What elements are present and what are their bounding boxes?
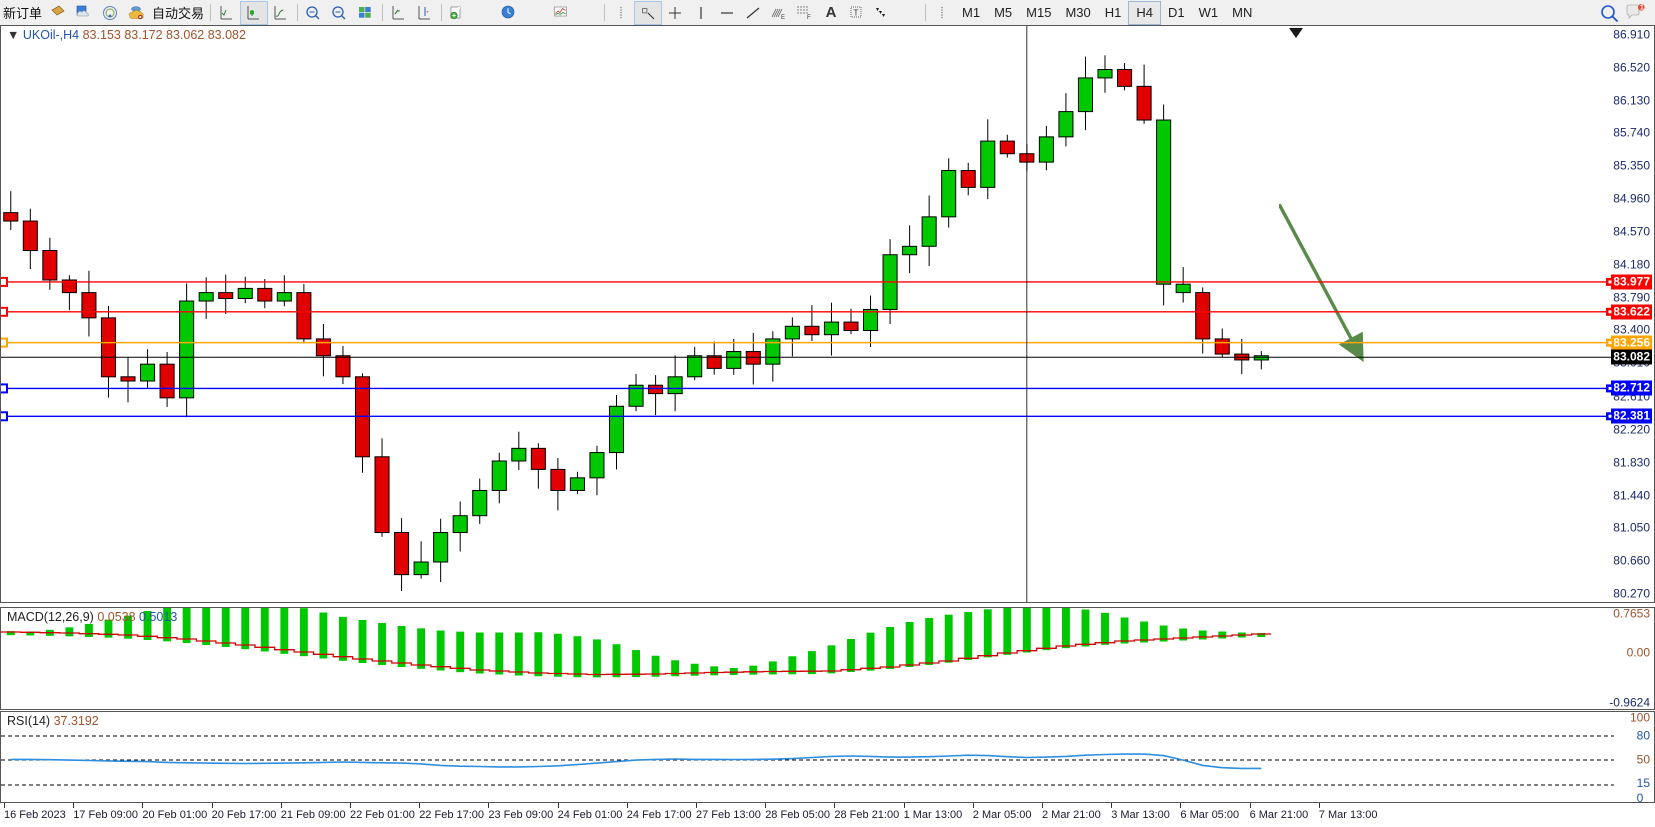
svg-text:T: T: [854, 8, 859, 17]
svg-text:1: 1: [1640, 4, 1644, 12]
svg-text:F: F: [807, 15, 811, 21]
svg-text:E: E: [781, 15, 785, 21]
